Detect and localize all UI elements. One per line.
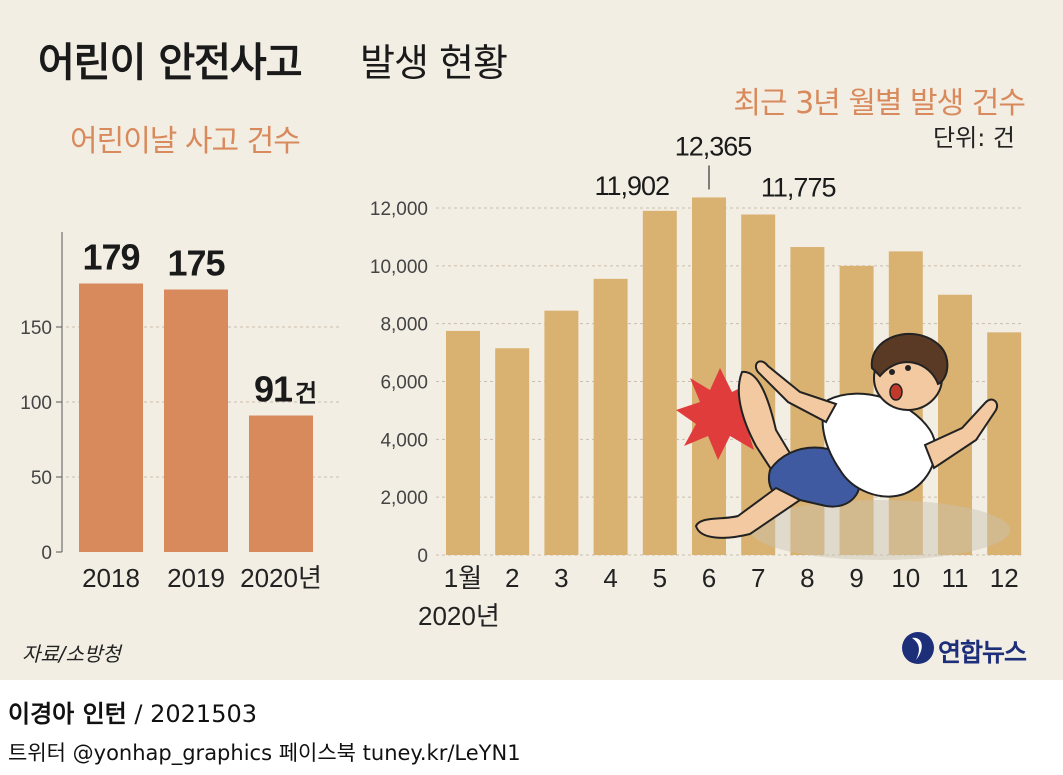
child-eye <box>905 365 911 371</box>
left-ytick-label: 150 <box>20 318 52 339</box>
social-links: 트위터 @yonhap_graphics 페이스북 tuney.kr/LeYN1 <box>8 741 521 765</box>
left-chart-title: 어린이날 사고 건수 <box>70 124 301 159</box>
right-category-label: 4 <box>603 563 617 593</box>
left-value-label: 175 <box>167 243 225 284</box>
right-bar <box>495 348 530 555</box>
author-code: / 2021503 <box>126 700 257 728</box>
falling-child-illustration <box>676 332 1010 560</box>
yonhap-logo-icon <box>902 632 934 664</box>
left-bar <box>249 415 313 552</box>
source-note: 자료/소방청 <box>22 642 121 666</box>
left-category-label: 2019 <box>167 563 225 593</box>
right-ytick-label: 6,000 <box>380 373 428 394</box>
right-value-label: 11,775 <box>761 173 836 203</box>
right-category-label: 3 <box>554 563 568 593</box>
right-chart-title: 최근 3년 월별 발생 건수 <box>733 86 1026 121</box>
author-line: 이경아 인턴 / 2021503 <box>8 694 257 729</box>
title-sub: 발생 현황 <box>360 41 508 85</box>
right-value-label: 12,365 <box>675 131 752 161</box>
right-category-label: 12 <box>990 563 1019 593</box>
author-name: 이경아 인턴 <box>8 700 127 728</box>
right-category-label: 10 <box>891 563 920 593</box>
left-ytick-label: 50 <box>31 468 52 489</box>
left-ytick-label: 0 <box>41 543 52 564</box>
right-category-label: 5 <box>653 563 667 593</box>
charts-svg: 0 50 100 150 2018 179 2019 175 2020년 91 건 0 2,000 4,… <box>20 131 1022 631</box>
right-category-label: 9 <box>849 563 863 593</box>
right-x-sublabel: 2020년 <box>418 601 500 631</box>
title-main: 어린이 안전사고 <box>38 40 303 86</box>
left-category-label: 2020년 <box>240 563 322 593</box>
right-ytick-label: 8,000 <box>380 315 428 336</box>
right-ytick-label: 4,000 <box>380 430 428 451</box>
right-category-label: 2 <box>505 563 519 593</box>
left-bar-chart: 0 50 100 150 2018 179 2019 175 2020년 91 건 <box>20 232 340 593</box>
right-category-label: 7 <box>751 563 765 593</box>
left-ytick-label: 100 <box>20 393 52 414</box>
right-ytick-label: 10,000 <box>370 257 428 278</box>
left-value-label: 179 <box>82 237 139 278</box>
right-bar <box>446 330 480 555</box>
right-bar <box>544 310 579 555</box>
right-bar <box>642 210 677 555</box>
child-lower-leg <box>694 486 802 539</box>
child-hair <box>870 332 949 386</box>
right-category-label: 11 <box>942 563 969 593</box>
child-arm-left <box>754 360 838 424</box>
left-value-label: 91 <box>254 369 293 410</box>
left-value-unit: 건 <box>295 381 317 408</box>
right-ytick-label: 0 <box>417 546 428 567</box>
right-bar <box>987 332 1022 555</box>
right-ytick-label: 2,000 <box>380 488 428 509</box>
right-ytick-label: 12,000 <box>370 199 428 220</box>
left-category-label: 2018 <box>82 563 140 593</box>
child-eye <box>889 369 895 375</box>
logo-text: 연합뉴스 <box>938 638 1027 667</box>
child-arm <box>923 398 998 470</box>
right-value-label: 11,902 <box>595 171 670 201</box>
right-bar <box>593 278 628 555</box>
right-category-label: 8 <box>800 563 814 593</box>
right-category-label: 6 <box>702 563 716 593</box>
unit-label: 단위: 건 <box>933 124 1015 152</box>
illustration-shadow <box>750 500 1010 560</box>
right-category-label: 1월 <box>444 563 482 593</box>
left-bar <box>164 289 228 552</box>
child-mouth <box>889 383 903 401</box>
left-bar <box>79 283 143 552</box>
